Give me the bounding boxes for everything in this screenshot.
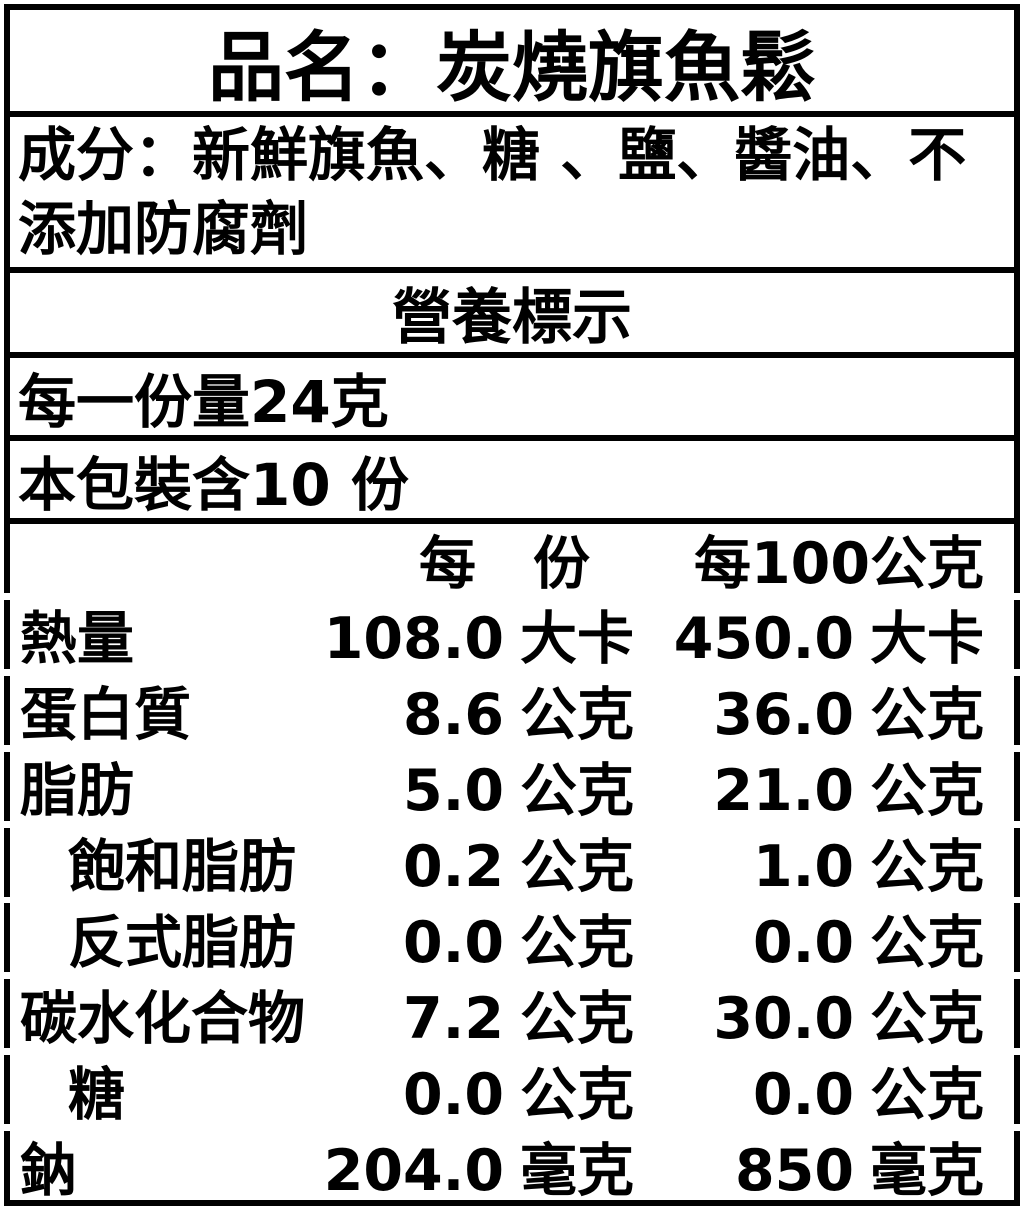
per-100g-cell: 0.0 公克 <box>634 1049 984 1131</box>
table-row-sugar: 糖 0.0 公克 0.0 公克 <box>4 1055 1020 1128</box>
per-100g-unit: 公克 <box>870 985 984 1052</box>
per-serving-value: 5.0 <box>403 758 504 825</box>
per-100g-value: 30.0 <box>713 985 854 1052</box>
per-100g-unit: 公克 <box>870 682 984 749</box>
per-serving-unit: 公克 <box>520 985 634 1052</box>
per-serving-unit: 毫克 <box>520 1137 634 1204</box>
per-serving-unit: 公克 <box>520 909 634 976</box>
nutrient-label: 糖 <box>68 1061 125 1128</box>
per-serving-cell: 0.0 公克 <box>304 897 634 979</box>
per-serving-value: 108.0 <box>323 606 504 673</box>
per-serving-value: 0.2 <box>403 834 504 900</box>
per-serving-cell: 7.2 公克 <box>304 973 634 1055</box>
table-row-protein: 蛋白質 8.6 公克 36.0 公克 <box>4 675 1020 748</box>
separator-line <box>4 111 1020 117</box>
nutrient-label: 脂肪 <box>20 758 134 825</box>
separator-line <box>4 267 1020 273</box>
per-serving-value: 204.0 <box>323 1137 504 1204</box>
per-serving-cell: 0.2 公克 <box>304 821 634 903</box>
separator-line <box>4 518 1020 524</box>
per-serving-cell: 8.6 公克 <box>304 669 634 751</box>
table-row-sodium: 鈉 204.0 毫克 850 毫克 <box>4 1131 1020 1204</box>
table-row-calories: 熱量 108.0 大卡 450.0 大卡 <box>4 599 1020 672</box>
per-100g-unit: 毫克 <box>870 1137 984 1204</box>
bottom-border-line <box>4 1200 1020 1206</box>
per-serving-unit: 公克 <box>520 834 634 900</box>
nutrient-label: 蛋白質 <box>20 682 191 749</box>
per-100g-cell: 30.0 公克 <box>634 973 984 1055</box>
per-100g-unit: 公克 <box>870 1061 984 1128</box>
per-serving-cell: 108.0 大卡 <box>304 593 634 675</box>
per-100g-value: 850 <box>735 1137 854 1204</box>
serving-size-text: 每一份量24克 <box>18 367 389 436</box>
per-100g-cell: 850 毫克 <box>634 1125 984 1207</box>
per-serving-unit: 公克 <box>520 1061 634 1128</box>
product-title: 品名：炭燒旗魚鬆 <box>208 22 816 112</box>
nutrition-heading: 營養標示 <box>392 283 632 353</box>
nutrition-heading-row: 營養標示 <box>4 273 1020 353</box>
nutrient-label: 飽和脂肪 <box>68 834 296 900</box>
per-100g-unit: 大卡 <box>870 606 984 673</box>
header-per-100g: 每100公克 <box>694 530 984 597</box>
separator-line <box>4 435 1020 441</box>
per-100g-value: 36.0 <box>713 682 854 749</box>
ingredients-row: 成分：新鮮旗魚、糖 、鹽、醬油、不添加防腐劑 <box>4 117 1020 267</box>
per-serving-unit: 大卡 <box>520 606 634 673</box>
per-serving-cell: 0.0 公克 <box>304 1049 634 1131</box>
per-serving-value: 7.2 <box>403 985 504 1052</box>
per-100g-value: 0.0 <box>753 1061 854 1128</box>
table-row-carbohydrate: 碳水化合物 7.2 公克 30.0 公克 <box>4 979 1020 1052</box>
nutrition-table: 每 份 每100公克 熱量 108.0 大卡 450.0 大卡 蛋白質 8.6 公克 … <box>4 524 1020 1204</box>
per-100g-value: 0.0 <box>753 909 854 976</box>
per-100g-cell: 21.0 公克 <box>634 745 984 827</box>
serving-size-row: 每一份量24克 <box>4 358 1020 436</box>
table-header-row: 每 份 每100公克 <box>4 524 1020 597</box>
per-serving-unit: 公克 <box>520 758 634 825</box>
per-100g-cell: 0.0 公克 <box>634 897 984 979</box>
per-100g-value: 21.0 <box>713 758 854 825</box>
servings-per-package-text: 本包裝含10 份 <box>18 450 409 519</box>
per-serving-value: 0.0 <box>403 1061 504 1128</box>
per-serving-value: 8.6 <box>403 682 504 749</box>
product-title-row: 品名：炭燒旗魚鬆 <box>4 10 1020 112</box>
per-100g-value: 1.0 <box>753 834 854 900</box>
per-serving-cell: 5.0 公克 <box>304 745 634 827</box>
header-per-serving: 每 份 <box>419 530 590 597</box>
per-100g-cell: 1.0 公克 <box>634 821 984 903</box>
ingredients-text: 成分：新鮮旗魚、糖 、鹽、醬油、不添加防腐劑 <box>18 121 967 263</box>
per-serving-value: 0.0 <box>403 909 504 976</box>
per-serving-cell: 204.0 毫克 <box>304 1125 634 1207</box>
table-row-fat: 脂肪 5.0 公克 21.0 公克 <box>4 751 1020 824</box>
nutrient-label: 反式脂肪 <box>68 909 296 976</box>
per-100g-unit: 公克 <box>870 909 984 976</box>
servings-per-package-row: 本包裝含10 份 <box>4 441 1020 519</box>
per-100g-value: 450.0 <box>673 606 854 673</box>
per-serving-unit: 公克 <box>520 682 634 749</box>
table-row-saturated-fat: 飽和脂肪 0.2 公克 1.0 公克 <box>4 827 1020 900</box>
nutrient-label: 熱量 <box>20 606 134 673</box>
nutrient-label: 鈉 <box>20 1137 77 1204</box>
per-100g-cell: 36.0 公克 <box>634 669 984 751</box>
per-100g-cell: 450.0 大卡 <box>634 593 984 675</box>
separator-line <box>4 352 1020 358</box>
table-row-trans-fat: 反式脂肪 0.0 公克 0.0 公克 <box>4 903 1020 976</box>
per-100g-unit: 公克 <box>870 758 984 825</box>
nutrient-label: 碳水化合物 <box>20 985 304 1052</box>
per-100g-unit: 公克 <box>870 834 984 900</box>
top-border-line <box>4 4 1020 10</box>
